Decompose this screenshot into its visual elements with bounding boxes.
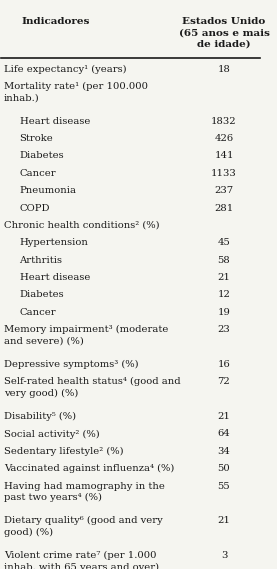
Text: 45: 45	[217, 238, 230, 248]
Text: 21: 21	[217, 516, 230, 525]
Text: 141: 141	[214, 151, 234, 160]
Text: 16: 16	[218, 360, 230, 369]
Text: 3: 3	[221, 551, 227, 560]
Text: 237: 237	[214, 186, 234, 195]
Text: 21: 21	[217, 273, 230, 282]
Text: Having had mamography in the
past two years⁴ (%): Having had mamography in the past two ye…	[4, 481, 165, 502]
Text: Sedentary lifestyle² (%): Sedentary lifestyle² (%)	[4, 447, 124, 456]
Text: Social activity² (%): Social activity² (%)	[4, 430, 100, 439]
Text: Diabetes: Diabetes	[19, 290, 64, 299]
Text: Cancer: Cancer	[19, 169, 56, 178]
Text: 23: 23	[218, 325, 230, 334]
Text: Chronic health conditions² (%): Chronic health conditions² (%)	[4, 221, 160, 230]
Text: 34: 34	[217, 447, 230, 456]
Text: Self-rated health status⁴ (good and
very good) (%): Self-rated health status⁴ (good and very…	[4, 377, 181, 398]
Text: Hypertension: Hypertension	[19, 238, 88, 248]
Text: Heart disease: Heart disease	[19, 117, 90, 126]
Text: Diabetes: Diabetes	[19, 151, 64, 160]
Text: 21: 21	[217, 412, 230, 421]
Text: Dietary quality⁶ (good and very
good) (%): Dietary quality⁶ (good and very good) (%…	[4, 516, 163, 537]
Text: 1133: 1133	[211, 169, 237, 178]
Text: Depressive symptoms³ (%): Depressive symptoms³ (%)	[4, 360, 138, 369]
Text: Indicadores: Indicadores	[22, 17, 90, 26]
Text: Memory impairment³ (moderate
and severe) (%): Memory impairment³ (moderate and severe)…	[4, 325, 168, 345]
Text: Life expectancy¹ (years): Life expectancy¹ (years)	[4, 64, 127, 74]
Text: Stroke: Stroke	[19, 134, 53, 143]
Text: Arthritis: Arthritis	[19, 255, 63, 265]
Text: 426: 426	[214, 134, 234, 143]
Text: Mortality rate¹ (per 100.000
inhab.): Mortality rate¹ (per 100.000 inhab.)	[4, 82, 148, 102]
Text: Vaccinated against influenza⁴ (%): Vaccinated against influenza⁴ (%)	[4, 464, 174, 473]
Text: Cancer: Cancer	[19, 308, 56, 317]
Text: 64: 64	[218, 430, 230, 439]
Text: 19: 19	[217, 308, 230, 317]
Text: 1832: 1832	[211, 117, 237, 126]
Text: Disability⁵ (%): Disability⁵ (%)	[4, 412, 76, 421]
Text: Estados Unido
(65 anos e mais
de idade): Estados Unido (65 anos e mais de idade)	[179, 17, 270, 48]
Text: Heart disease: Heart disease	[19, 273, 90, 282]
Text: COPD: COPD	[19, 204, 50, 213]
Text: 58: 58	[218, 255, 230, 265]
Text: Violent crime rate⁷ (per 1.000
inhab. with 65 years and over): Violent crime rate⁷ (per 1.000 inhab. wi…	[4, 551, 159, 569]
Text: 12: 12	[217, 290, 230, 299]
Text: 72: 72	[218, 377, 230, 386]
Text: 55: 55	[218, 481, 230, 490]
Text: 18: 18	[217, 64, 230, 73]
Text: Pneumonia: Pneumonia	[19, 186, 76, 195]
Text: 281: 281	[214, 204, 234, 213]
Text: 50: 50	[218, 464, 230, 473]
